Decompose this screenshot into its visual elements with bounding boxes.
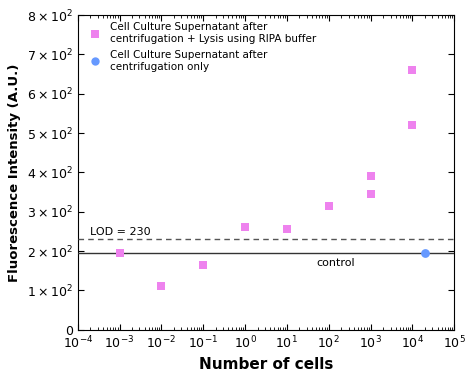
Point (157, 283, 165, 290)
Point (409, 67, 416, 73)
Legend: Cell Culture Supernatant after
centrifugation + Lysis using RIPA buffer, Cell Cu: Cell Culture Supernatant after centrifug… (83, 21, 319, 74)
Point (200, 262, 207, 268)
Point (325, 203, 333, 209)
Y-axis label: Fluorescence Intensity (A.U.): Fluorescence Intensity (A.U.) (9, 63, 21, 282)
Point (241, 225, 249, 231)
Point (367, 191, 374, 197)
Point (283, 226, 291, 233)
Point (367, 173, 374, 179)
Point (409, 122, 416, 128)
X-axis label: Number of cells: Number of cells (199, 357, 333, 372)
Text: control: control (316, 258, 355, 268)
Point (116, 250, 123, 256)
Point (421, 250, 429, 256)
Text: LOD = 230: LOD = 230 (90, 227, 151, 237)
